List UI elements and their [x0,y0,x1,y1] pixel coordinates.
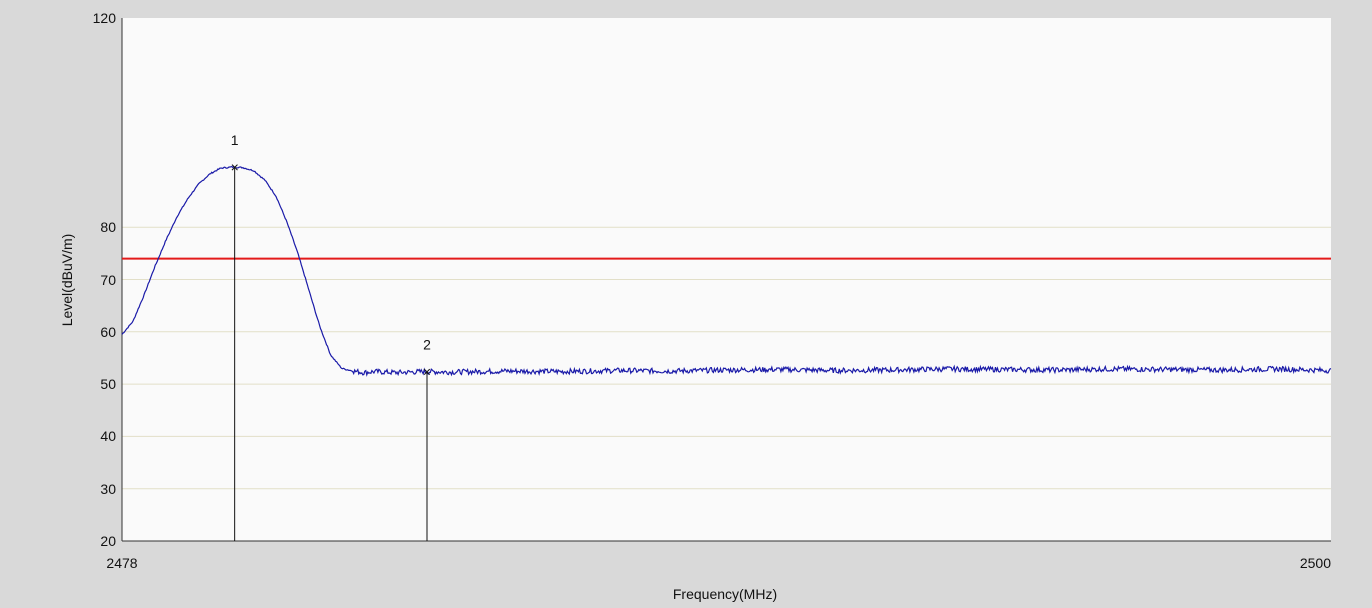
y-tick-label: 120 [93,10,117,26]
marker-2-x: × [423,364,431,380]
x-axis-label: Frequency(MHz) [673,586,777,602]
marker-2-label: 2 [423,337,431,353]
y-tick-label: 50 [100,376,116,392]
y-tick-labels: 20 30 40 50 60 70 80 120 [93,10,117,549]
y-tick-label: 40 [100,428,116,444]
y-tick-label: 80 [100,219,116,235]
marker-1-label: 1 [231,132,239,148]
marker-1: × 1 [231,132,239,541]
y-tick-label: 70 [100,272,116,288]
y-tick-label: 20 [100,533,116,549]
x-tick-label: 2478 [106,555,137,571]
marker-2: × 2 [423,337,431,541]
y-tick-label: 60 [100,324,116,340]
series-line [121,165,1332,377]
y-axis-label: Level(dBuV/m) [59,234,75,327]
x-tick-label: 2500 [1300,555,1331,571]
grid [122,226,1331,490]
y-tick-label: 30 [100,481,116,497]
marker-1-x: × [231,159,239,175]
x-tick-labels: 2478 2500 [106,555,1331,571]
